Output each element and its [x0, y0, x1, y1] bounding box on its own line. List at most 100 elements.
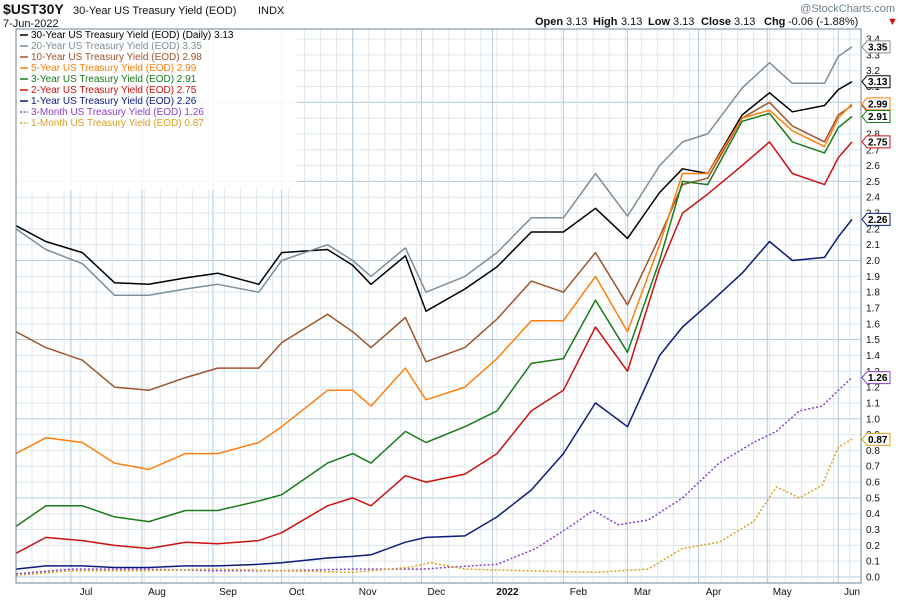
x-axis: Jul Aug Sep Oct Nov Dec 2022 Feb Mar Apr May Jun [80, 587, 860, 598]
high-label: High [593, 16, 618, 28]
last-value-tag-box [861, 371, 891, 385]
chart-exchange: INDX [258, 5, 285, 17]
close-value: 3.13 [734, 16, 755, 28]
legend-entry: 1-Month US Treasury Yield (EOD) 0.87 [31, 118, 204, 129]
last-value-tag: 1.26 [861, 371, 891, 385]
last-value-tag-box [861, 75, 891, 89]
watermark: @StockCharts.com [800, 3, 895, 15]
x-tick-label: Oct [289, 587, 305, 598]
series-layer [15, 46, 853, 577]
x-tick-label: Nov [359, 587, 377, 598]
y-tick-label: 2.2 [866, 224, 880, 235]
last-value-tag-label: 2.91 [868, 112, 888, 123]
series-line-0 [15, 81, 853, 312]
series-line-3 [15, 103, 853, 471]
high-value: 3.13 [621, 16, 642, 28]
x-tick-label: Mar [634, 587, 652, 598]
y-tick-label: 1.5 [866, 335, 880, 346]
x-tick-label: May [773, 587, 792, 598]
chg-down-icon: ▼ [887, 16, 898, 28]
y-tick-label: 2.0 [866, 256, 880, 267]
legend-entry: 3-Year US Treasury Yield (EOD) 2.91 [31, 74, 197, 85]
x-tick-label: Feb [570, 587, 588, 598]
last-value-tag-box [861, 40, 891, 54]
series-line-5 [15, 141, 853, 554]
open-label: Open [535, 16, 563, 28]
last-value-tag-label: 0.87 [868, 435, 888, 446]
low-label: Low [648, 16, 670, 28]
y-tick-label: 0.4 [866, 509, 880, 520]
y-tick-label: 3.2 [866, 66, 880, 77]
last-value-tag-label: 2.75 [868, 137, 888, 148]
x-tick-label: Dec [428, 587, 446, 598]
last-value-tag-box [861, 432, 891, 446]
y-tick-label: 1.4 [866, 351, 880, 362]
y-tick-label: 0.2 [866, 541, 880, 552]
chg-label: Chg [764, 16, 785, 28]
y-tick-label: 1.2 [866, 383, 880, 394]
legend: 30-Year US Treasury Yield (EOD) (Daily) … [17, 30, 297, 190]
series-line-4 [15, 112, 853, 528]
last-value-labels: 3.133.352.982.992.912.752.261.260.87 [861, 40, 891, 446]
y-tick-label: 2.1 [866, 240, 880, 251]
y-tick-label: 2.5 [866, 177, 880, 188]
y-tick-label: 0.5 [866, 493, 880, 504]
x-tick-label: Aug [148, 587, 166, 598]
last-value-tag: 2.91 [861, 110, 891, 124]
series-line-2 [15, 101, 853, 392]
chart-description: 30-Year US Treasury Yield (EOD) [73, 5, 236, 17]
last-value-tag: 3.35 [861, 40, 891, 54]
last-value-tag-label: 2.99 [868, 99, 888, 110]
y-tick-label: 2.4 [866, 193, 880, 204]
y-tick-label: 3.3 [866, 50, 880, 61]
last-value-tag: 0.87 [861, 432, 891, 446]
last-value-tag-box [861, 135, 891, 149]
y-tick-label: 2.6 [866, 161, 880, 172]
legend-background [17, 30, 297, 190]
series-line-7 [15, 377, 853, 575]
y-tick-label: 3.4 [866, 35, 880, 46]
last-value-tag-box [861, 110, 891, 124]
last-value-tag-label: 3.13 [868, 77, 888, 88]
y-tick-label: 2.7 [866, 145, 880, 156]
legend-entry: 2-Year US Treasury Yield (EOD) 2.75 [31, 85, 197, 96]
series-line-1 [15, 46, 853, 297]
legend-entry: 20-Year US Treasury Yield (EOD) 3.35 [31, 41, 202, 52]
y-tick-label: 1.6 [866, 319, 880, 330]
x-tick-label: 2022 [496, 587, 519, 598]
chart-symbol: $UST30Y [3, 1, 64, 17]
last-value-tag: 2.99 [861, 97, 891, 111]
close-label: Close [701, 16, 731, 28]
x-tick-label: Sep [219, 587, 237, 598]
x-tick-label: Jun [844, 587, 860, 598]
last-value-tag-label: 1.26 [868, 373, 888, 384]
chg-value: -0.06 (-1.88%) [788, 16, 858, 28]
legend-entry: 10-Year US Treasury Yield (EOD) 2.98 [31, 52, 202, 63]
y-tick-label: 0.0 [866, 573, 880, 584]
chart-date: 7-Jun-2022 [3, 18, 59, 30]
y-tick-label: 1.1 [866, 398, 880, 409]
ohlc-readout: Open 3.13 High 3.13 Low 3.13 Close 3.13 … [535, 16, 898, 28]
y-tick-label: 1.7 [866, 304, 880, 315]
y-tick-label: 1.9 [866, 272, 880, 283]
last-value-tag-box [861, 97, 891, 111]
last-value-tag-box [861, 212, 891, 226]
legend-entry: 3-Month US Treasury Yield (EOD) 1.26 [31, 107, 204, 118]
series-line-6 [15, 218, 853, 570]
plot-border [15, 28, 862, 584]
y-tick-label: 0.6 [866, 478, 880, 489]
low-value: 3.13 [673, 16, 694, 28]
last-value-tag: 3.13 [861, 75, 891, 89]
y-tick-label: 1.0 [866, 414, 880, 425]
last-value-tag: 2.26 [861, 212, 891, 226]
last-value-tag: 2.75 [861, 135, 891, 149]
open-value: 3.13 [566, 16, 587, 28]
y-tick-label: 0.3 [866, 525, 880, 536]
y-tick-label: 0.1 [866, 557, 880, 568]
y-tick-label: 1.8 [866, 288, 880, 299]
last-value-tag-label: 3.35 [868, 42, 888, 53]
x-tick-label: Jul [80, 587, 93, 598]
x-tick-label: Apr [706, 587, 722, 598]
legend-entry: 30-Year US Treasury Yield (EOD) (Daily) … [31, 30, 234, 41]
